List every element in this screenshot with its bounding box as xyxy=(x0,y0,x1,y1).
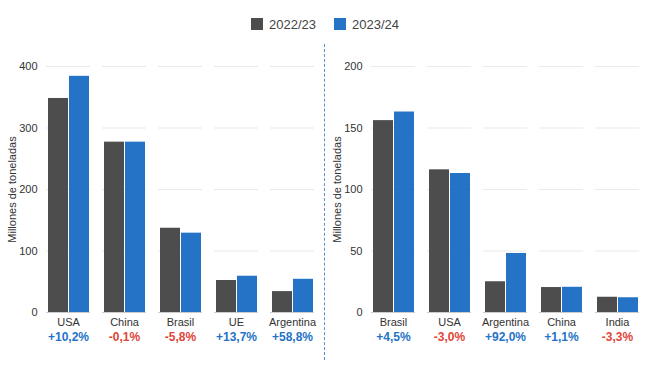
svg-text:50: 50 xyxy=(350,245,362,257)
svg-text:100: 100 xyxy=(344,183,362,195)
svg-text:Millones de toneladas: Millones de toneladas xyxy=(331,136,343,243)
svg-text:-3,0%: -3,0% xyxy=(434,330,466,344)
svg-text:150: 150 xyxy=(344,122,362,134)
svg-text:+1,1%: +1,1% xyxy=(544,330,579,344)
svg-text:Argentina: Argentina xyxy=(269,316,317,328)
svg-text:Argentina: Argentina xyxy=(482,316,530,328)
svg-text:300: 300 xyxy=(19,122,37,134)
html-text:2022/23: 2022/23 xyxy=(269,16,316,32)
svg-text:200: 200 xyxy=(19,183,37,195)
svg-text:Brasil: Brasil xyxy=(380,316,408,328)
svg-text:0: 0 xyxy=(31,306,37,318)
svg-text:USA: USA xyxy=(438,316,461,328)
svg-text:+58,8%: +58,8% xyxy=(272,330,313,344)
svg-text:China: China xyxy=(547,316,577,328)
svg-text:400: 400 xyxy=(19,60,37,72)
svg-text:+13,7%: +13,7% xyxy=(216,330,257,344)
svg-text:+4,5%: +4,5% xyxy=(376,330,411,344)
svg-text:-0,1%: -0,1% xyxy=(109,330,141,344)
svg-text:200: 200 xyxy=(344,60,362,72)
svg-text:USA: USA xyxy=(57,316,80,328)
svg-text:100: 100 xyxy=(19,245,37,257)
svg-text:UE: UE xyxy=(229,316,244,328)
svg-text:Millones de toneladas: Millones de toneladas xyxy=(6,136,18,243)
svg-text:+92,0%: +92,0% xyxy=(485,330,526,344)
svg-text:-5,8%: -5,8% xyxy=(165,330,197,344)
svg-text:0: 0 xyxy=(356,306,362,318)
svg-text:China: China xyxy=(110,316,140,328)
svg-text:India: India xyxy=(606,316,631,328)
svg-text:Brasil: Brasil xyxy=(167,316,195,328)
html-text:2023/24: 2023/24 xyxy=(352,16,399,32)
svg-text:+10,2%: +10,2% xyxy=(48,330,89,344)
svg-text:-3,3%: -3,3% xyxy=(602,330,634,344)
